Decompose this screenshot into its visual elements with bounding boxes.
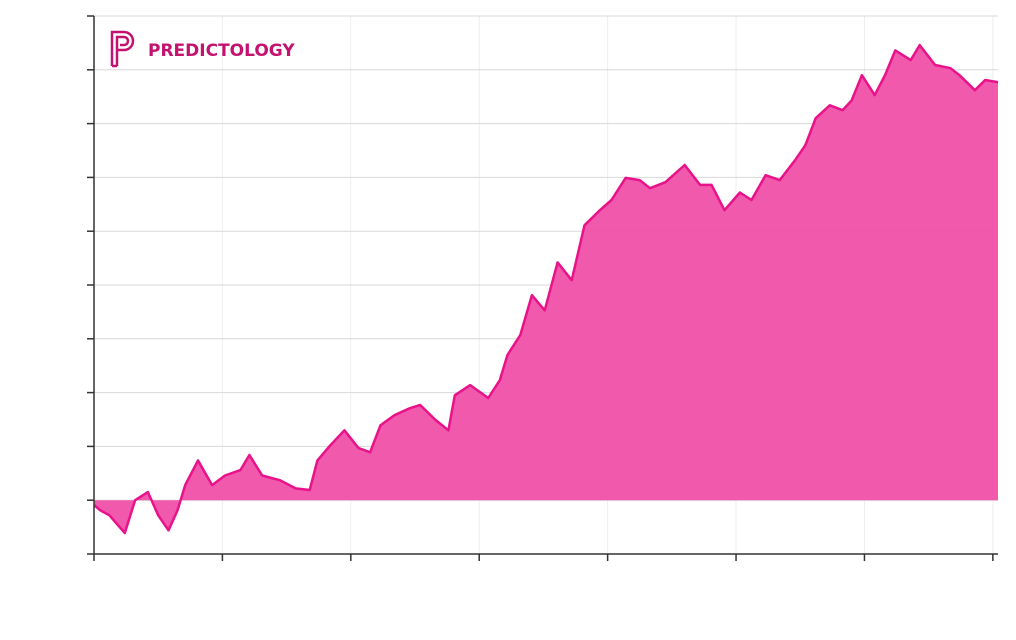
logo: PREDICTOLOGY xyxy=(110,30,295,68)
logo-text: PREDICTOLOGY xyxy=(148,41,295,61)
area-line xyxy=(93,43,999,535)
logo-icon xyxy=(110,30,135,68)
series xyxy=(93,43,999,535)
area-fill xyxy=(94,45,998,533)
